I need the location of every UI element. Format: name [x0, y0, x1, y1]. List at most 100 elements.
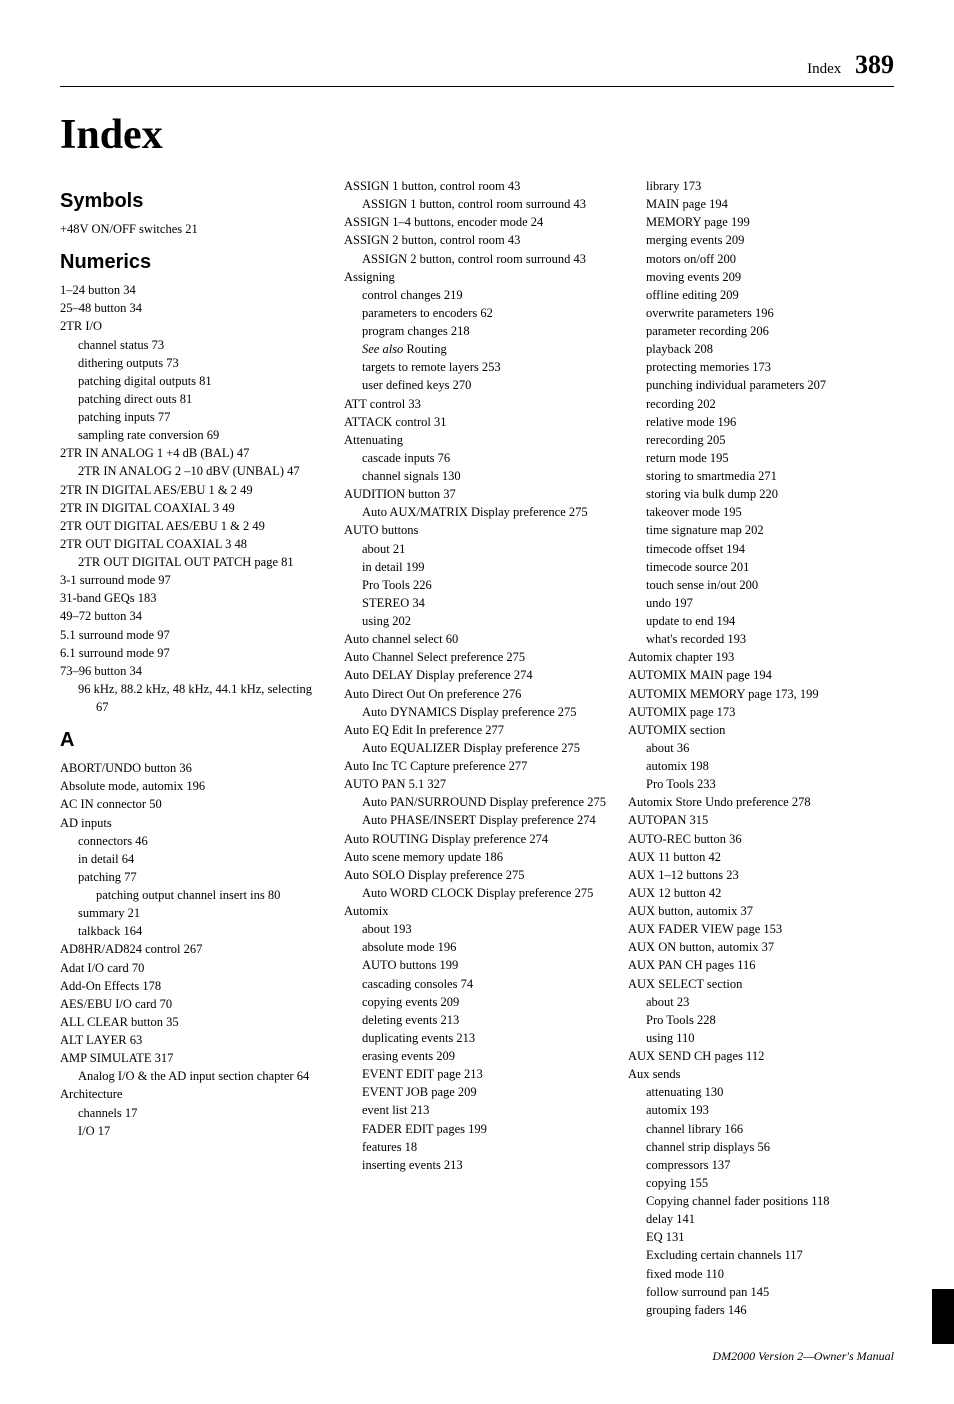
index-entry: Automix Store Undo preference 278 [628, 793, 894, 811]
side-tab [932, 1289, 954, 1344]
index-entry: targets to remote layers 253 [344, 358, 610, 376]
index-entry: 2TR OUT DIGITAL AES/EBU 1 & 2 49 [60, 517, 326, 535]
index-entry: ASSIGN 1 button, control room 43 [344, 177, 610, 195]
index-entry: Auto SOLO Display preference 275 [344, 866, 610, 884]
index-entry: overwrite parameters 196 [628, 304, 894, 322]
index-entry: ASSIGN 1–4 buttons, encoder mode 24 [344, 213, 610, 231]
index-entry: punching individual parameters 207 [628, 376, 894, 394]
index-entry: ATTACK control 31 [344, 413, 610, 431]
index-entry: Auto PHASE/INSERT Display preference 274 [344, 811, 610, 829]
index-entry: Copying channel fader positions 118 [628, 1192, 894, 1210]
index-entry: library 173 [628, 177, 894, 195]
index-entry: 2TR IN ANALOG 1 +4 dB (BAL) 47 [60, 444, 326, 462]
index-entry: 31-band GEQs 183 [60, 589, 326, 607]
column-1: Symbols+48V ON/OFF switches 21Numerics1–… [60, 177, 326, 1319]
index-entry: cascade inputs 76 [344, 449, 610, 467]
index-entry: sampling rate conversion 69 [60, 426, 326, 444]
index-entry: Architecture [60, 1085, 326, 1103]
section-heading: Numerics [60, 248, 326, 277]
index-entry: channel signals 130 [344, 467, 610, 485]
index-entry: update to end 194 [628, 612, 894, 630]
index-entry: Analog I/O & the AD input section chapte… [60, 1067, 326, 1085]
index-entry: event list 213 [344, 1101, 610, 1119]
index-entry: Auto EQUALIZER Display preference 275 [344, 739, 610, 757]
index-entry: timecode offset 194 [628, 540, 894, 558]
index-entry: Attenuating [344, 431, 610, 449]
section-heading: A [60, 726, 326, 755]
index-entry: takeover mode 195 [628, 503, 894, 521]
index-entry: EQ 131 [628, 1228, 894, 1246]
index-entry: about 23 [628, 993, 894, 1011]
index-entry: 1–24 button 34 [60, 281, 326, 299]
page-header: Index 389 [60, 50, 894, 87]
index-entry: Auto channel select 60 [344, 630, 610, 648]
index-entry: AUX button, automix 37 [628, 902, 894, 920]
index-entry: connectors 46 [60, 832, 326, 850]
index-entry: 2TR IN DIGITAL AES/EBU 1 & 2 49 [60, 481, 326, 499]
index-entry: AUTOMIX page 173 [628, 703, 894, 721]
index-entry: Automix chapter 193 [628, 648, 894, 666]
index-entry: AD8HR/AD824 control 267 [60, 940, 326, 958]
index-entry: AES/EBU I/O card 70 [60, 995, 326, 1013]
index-entry: attenuating 130 [628, 1083, 894, 1101]
index-entry: Auto PAN/SURROUND Display preference 275 [344, 793, 610, 811]
index-entry: AUTOMIX MEMORY page 173, 199 [628, 685, 894, 703]
index-entry: Excluding certain channels 117 [628, 1246, 894, 1264]
index-entry: ALT LAYER 63 [60, 1031, 326, 1049]
index-entry: merging events 209 [628, 231, 894, 249]
index-entry: AUTOMIX section [628, 721, 894, 739]
index-entry: Auto scene memory update 186 [344, 848, 610, 866]
index-entry: Auto DELAY Display preference 274 [344, 666, 610, 684]
index-entry: AD inputs [60, 814, 326, 832]
index-entry: about 36 [628, 739, 894, 757]
section-heading: Symbols [60, 187, 326, 216]
index-entry: Assigning [344, 268, 610, 286]
index-entry: 2TR IN ANALOG 2 –10 dBV (UNBAL) 47 [60, 462, 326, 480]
index-entry: AUTO-REC button 36 [628, 830, 894, 848]
index-entry: summary 21 [60, 904, 326, 922]
index-entry: AUTO buttons 199 [344, 956, 610, 974]
index-entry: copying events 209 [344, 993, 610, 1011]
column-2: ASSIGN 1 button, control room 43 ASSIGN 1… [344, 177, 610, 1319]
index-entry: I/O 17 [60, 1122, 326, 1140]
index-entry: protecting memories 173 [628, 358, 894, 376]
index-entry: ALL CLEAR button 35 [60, 1013, 326, 1031]
index-entry: storing via bulk dump 220 [628, 485, 894, 503]
index-entry: Auto Inc TC Capture preference 277 [344, 757, 610, 775]
index-entry: MAIN page 194 [628, 195, 894, 213]
page-title: Index [60, 111, 894, 159]
index-entry: AUTOPAN 315 [628, 811, 894, 829]
index-entry: channel status 73 [60, 336, 326, 354]
index-entry: about 193 [344, 920, 610, 938]
index-entry: patching direct outs 81 [60, 390, 326, 408]
index-entry: Absolute mode, automix 196 [60, 777, 326, 795]
index-entry: moving events 209 [628, 268, 894, 286]
index-entry: Pro Tools 233 [628, 775, 894, 793]
index-entry: Aux sends [628, 1065, 894, 1083]
index-entry: AUX ON button, automix 37 [628, 938, 894, 956]
index-entry: parameter recording 206 [628, 322, 894, 340]
index-entry: AC IN connector 50 [60, 795, 326, 813]
index-entry: patching digital outputs 81 [60, 372, 326, 390]
index-entry: See also Routing [344, 340, 610, 358]
index-entry: ABORT/UNDO button 36 [60, 759, 326, 777]
index-entry: Pro Tools 226 [344, 576, 610, 594]
index-entry: STEREO 34 [344, 594, 610, 612]
index-entry: talkback 164 [60, 922, 326, 940]
index-entry: undo 197 [628, 594, 894, 612]
index-entry: patching output channel insert ins 80 [60, 886, 326, 904]
index-entry: FADER EDIT pages 199 [344, 1120, 610, 1138]
index-entry: 49–72 button 34 [60, 607, 326, 625]
index-entry: 5.1 surround mode 97 [60, 626, 326, 644]
index-entry: AUTO buttons [344, 521, 610, 539]
index-columns: Symbols+48V ON/OFF switches 21Numerics1–… [60, 177, 894, 1319]
index-entry: inserting events 213 [344, 1156, 610, 1174]
index-entry: Auto Direct Out On preference 276 [344, 685, 610, 703]
index-entry: 2TR OUT DIGITAL COAXIAL 3 48 [60, 535, 326, 553]
index-entry: Adat I/O card 70 [60, 959, 326, 977]
index-entry: EVENT JOB page 209 [344, 1083, 610, 1101]
index-entry: follow surround pan 145 [628, 1283, 894, 1301]
index-entry: deleting events 213 [344, 1011, 610, 1029]
index-entry: storing to smartmedia 271 [628, 467, 894, 485]
index-entry: copying 155 [628, 1174, 894, 1192]
